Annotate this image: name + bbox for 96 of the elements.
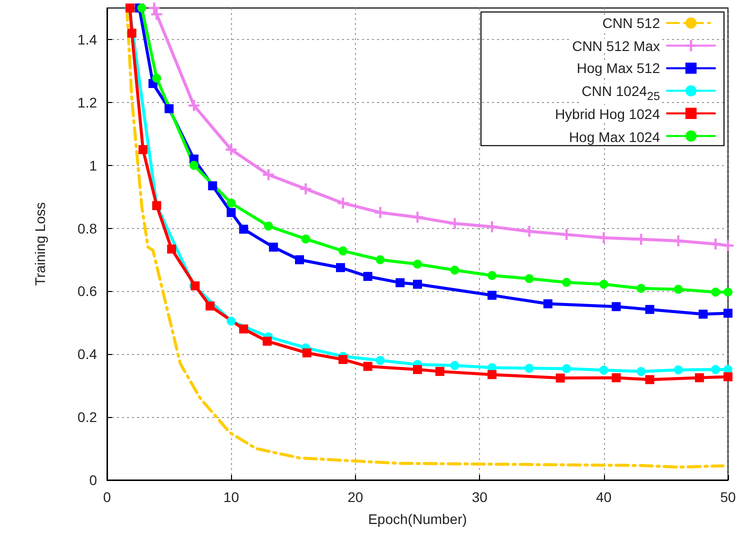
point bbox=[396, 278, 405, 288]
legend-label: CNN 512 bbox=[602, 15, 660, 31]
point bbox=[556, 374, 565, 383]
point bbox=[524, 364, 534, 373]
point bbox=[239, 224, 248, 234]
point bbox=[612, 302, 621, 312]
point bbox=[300, 183, 312, 194]
point bbox=[486, 221, 498, 232]
point bbox=[268, 242, 278, 252]
point bbox=[711, 365, 720, 374]
point bbox=[226, 316, 236, 326]
x-tick-label: 20 bbox=[348, 489, 364, 505]
point bbox=[152, 74, 162, 83]
point bbox=[698, 310, 708, 319]
point bbox=[226, 198, 236, 208]
point bbox=[722, 240, 734, 252]
point bbox=[338, 354, 348, 364]
point bbox=[636, 366, 646, 376]
point bbox=[724, 372, 732, 382]
y-tick-label: 0.4 bbox=[78, 346, 98, 362]
point bbox=[543, 299, 552, 308]
y-tick-label: 0.2 bbox=[78, 409, 98, 426]
point bbox=[636, 284, 646, 293]
point bbox=[645, 375, 654, 384]
point bbox=[524, 274, 534, 284]
legend-label: Hog Max 1024 bbox=[568, 128, 660, 144]
point bbox=[711, 288, 720, 297]
point bbox=[612, 373, 621, 382]
x-tick-label: 30 bbox=[472, 489, 488, 505]
point bbox=[264, 222, 273, 231]
legend-label: CNN 1024$_{25}$ bbox=[582, 83, 660, 104]
point bbox=[450, 266, 460, 275]
x-tick-label: 0 bbox=[103, 489, 112, 505]
point bbox=[226, 208, 236, 218]
point bbox=[561, 229, 572, 240]
y-tick-label: 0.8 bbox=[78, 220, 98, 236]
point bbox=[206, 301, 215, 310]
point bbox=[127, 28, 136, 38]
point bbox=[413, 260, 422, 269]
point bbox=[694, 373, 704, 382]
point bbox=[599, 280, 608, 289]
point bbox=[413, 365, 422, 374]
point bbox=[524, 226, 535, 237]
point bbox=[302, 348, 312, 358]
point bbox=[363, 362, 372, 371]
point bbox=[450, 360, 460, 370]
point bbox=[295, 255, 304, 264]
x-tick-label: 50 bbox=[720, 489, 736, 505]
point bbox=[239, 324, 248, 334]
point bbox=[724, 288, 732, 297]
x-tick-label: 10 bbox=[223, 489, 240, 505]
point bbox=[189, 160, 198, 170]
point bbox=[562, 364, 572, 374]
point bbox=[148, 2, 160, 14]
y-tick-label: 0 bbox=[89, 472, 98, 488]
point bbox=[138, 145, 148, 154]
point bbox=[137, 4, 146, 12]
point bbox=[336, 263, 345, 272]
y-tick-label: 0.6 bbox=[78, 283, 98, 300]
point bbox=[412, 212, 423, 223]
point bbox=[208, 181, 218, 190]
legend-label: Hybrid Hog 1024 bbox=[554, 106, 660, 122]
point bbox=[674, 284, 683, 294]
x-axis-title: Epoch(Number) bbox=[368, 511, 467, 527]
point bbox=[374, 207, 386, 218]
y-tick-label: 1 bbox=[89, 157, 98, 174]
point bbox=[167, 244, 176, 254]
point bbox=[562, 278, 572, 287]
legend-label: Hog Max 512 bbox=[576, 60, 660, 76]
point bbox=[645, 304, 654, 314]
point bbox=[164, 104, 174, 114]
x-tick-label: 40 bbox=[596, 489, 612, 505]
point bbox=[226, 144, 237, 156]
y-tick-label: 1.4 bbox=[78, 31, 98, 48]
point bbox=[262, 336, 272, 346]
point bbox=[674, 365, 683, 374]
point bbox=[724, 308, 732, 318]
point bbox=[488, 370, 497, 380]
y-tick-label: 1.2 bbox=[78, 94, 98, 110]
point bbox=[435, 366, 444, 376]
point bbox=[376, 255, 385, 264]
point bbox=[413, 280, 422, 289]
y-axis-title: Training Loss bbox=[32, 202, 48, 286]
point bbox=[301, 234, 310, 244]
point bbox=[151, 8, 162, 20]
legend-label: CNN 512 Max bbox=[572, 38, 660, 54]
point bbox=[363, 272, 372, 281]
point bbox=[338, 246, 348, 256]
point bbox=[488, 270, 497, 280]
point bbox=[376, 356, 385, 365]
point bbox=[188, 100, 200, 112]
point bbox=[710, 238, 722, 250]
point bbox=[488, 290, 497, 300]
point bbox=[262, 169, 274, 180]
point bbox=[599, 366, 608, 375]
point bbox=[337, 198, 348, 209]
